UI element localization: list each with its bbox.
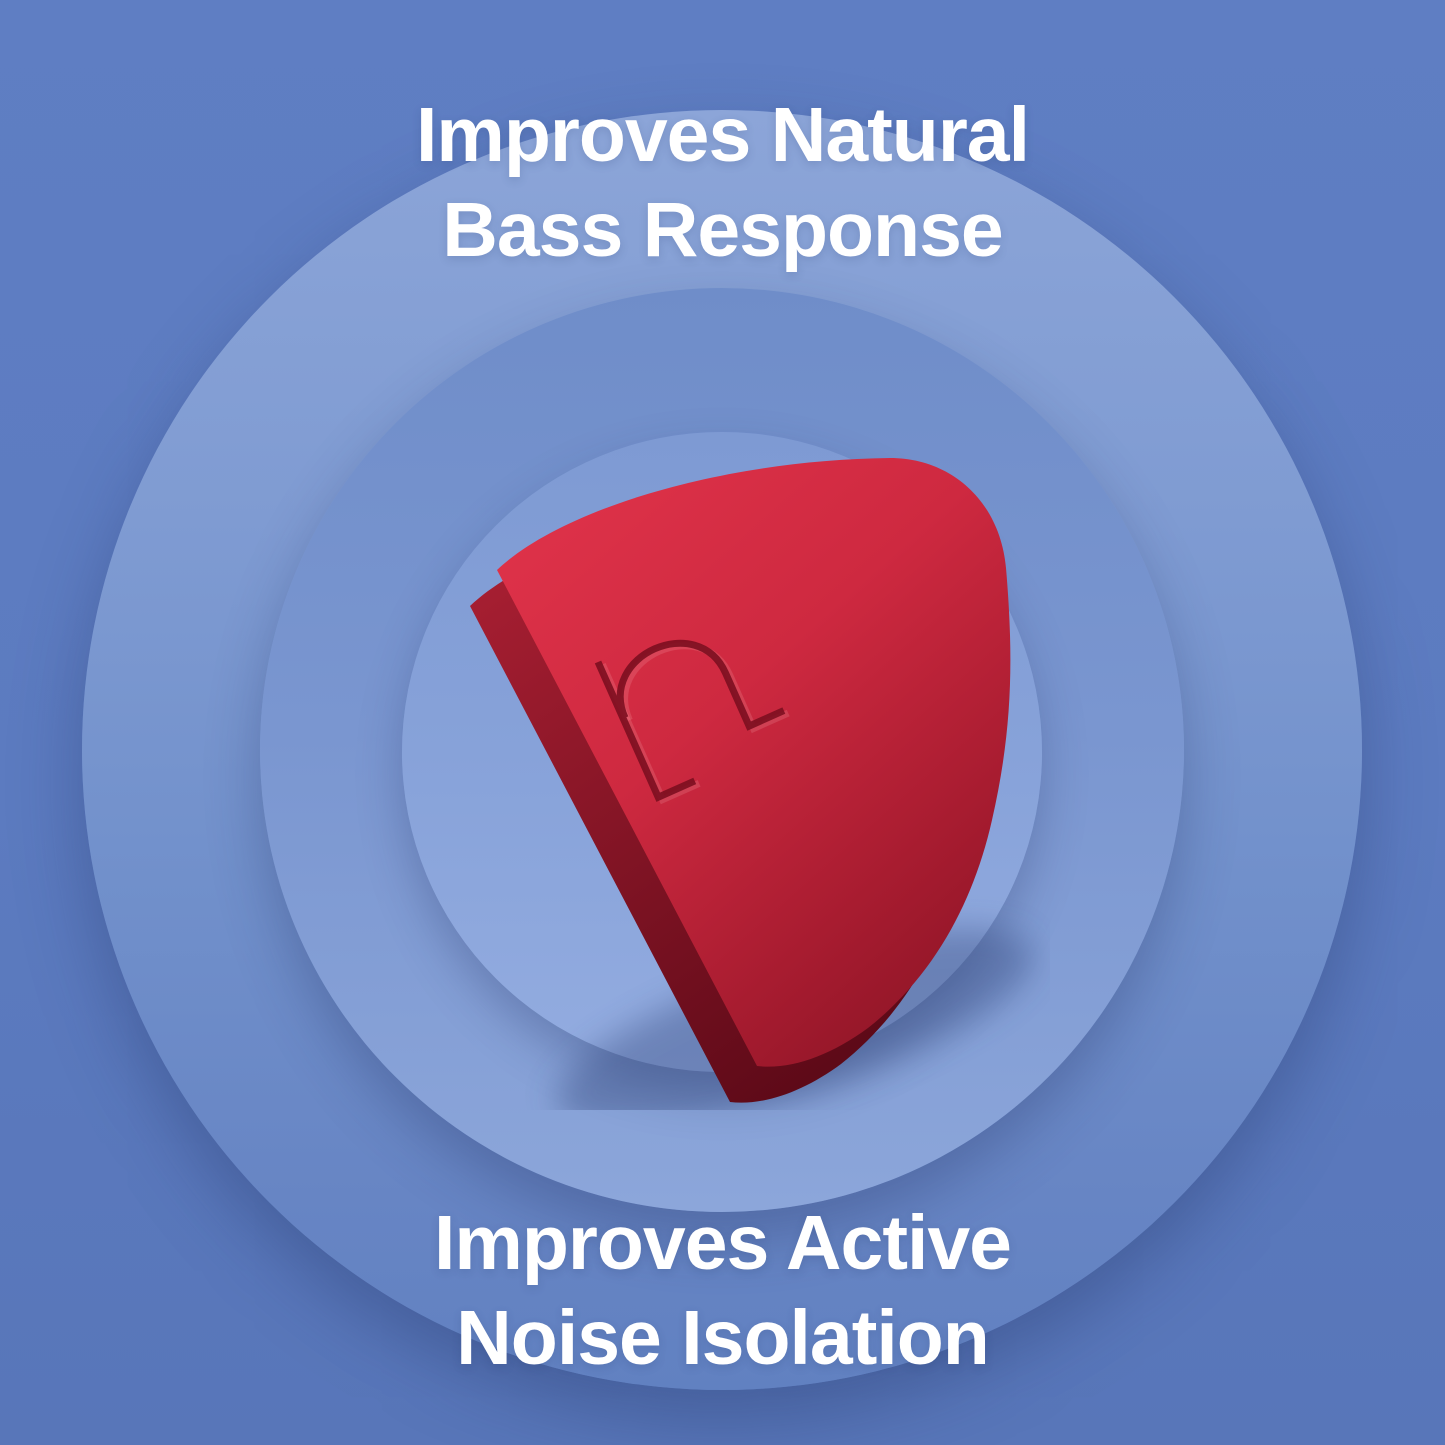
bottom-headline-line2: Noise Isolation — [456, 1295, 990, 1381]
bottom-headline: Improves Active Noise Isolation — [0, 1196, 1445, 1386]
bottom-headline-line1: Improves Active — [433, 1200, 1012, 1286]
product-front-shell — [497, 458, 1011, 1067]
top-headline-line1: Improves Natural — [415, 92, 1030, 178]
h-logo-emboss — [594, 639, 790, 805]
top-headline: Improves Natural Bass Response — [0, 88, 1445, 278]
product-photo-ear-tip — [470, 458, 1034, 1110]
top-headline-line2: Bass Response — [442, 187, 1003, 273]
